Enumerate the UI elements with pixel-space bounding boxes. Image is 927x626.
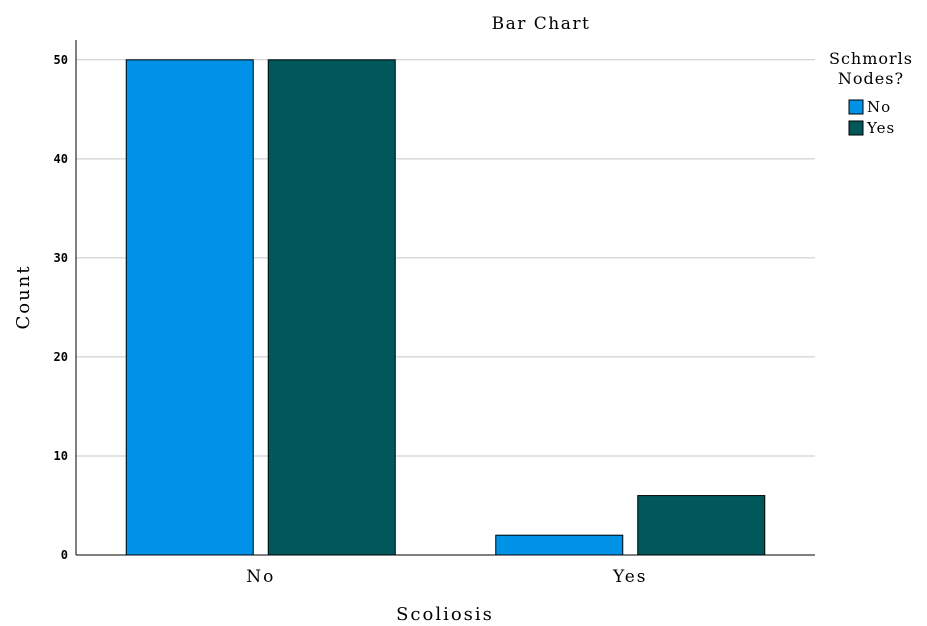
bar — [495, 534, 624, 556]
y-axis-title: Count — [13, 264, 34, 329]
legend-label: No — [867, 98, 891, 116]
bar — [637, 495, 766, 556]
y-tick-label: 40 — [54, 152, 68, 166]
legend-title-line-1: Schmorls — [829, 49, 913, 68]
legend-swatch — [848, 99, 864, 115]
y-tick-label: 50 — [54, 53, 68, 67]
x-category-labels: No Yes — [246, 567, 648, 587]
x-category-label: Yes — [612, 567, 648, 587]
legend-items: No Yes — [848, 98, 895, 137]
bar — [267, 59, 396, 556]
legend-swatch — [848, 120, 864, 136]
legend: Schmorls Nodes? No Yes — [829, 49, 913, 137]
y-tick-labels: 0 10 20 30 40 50 — [54, 53, 68, 562]
y-tick-label: 10 — [54, 449, 68, 463]
bar — [125, 59, 254, 556]
legend-label: Yes — [866, 119, 895, 137]
axes — [75, 40, 815, 556]
y-tick-label: 0 — [61, 548, 68, 562]
y-tick-label: 20 — [54, 350, 68, 364]
x-axis-title: Scoliosis — [396, 604, 494, 625]
chart-title: Bar Chart — [492, 14, 591, 34]
y-tick-label: 30 — [54, 251, 68, 265]
bars — [125, 59, 766, 556]
legend-title-line-2: Nodes? — [838, 69, 904, 88]
x-category-label: No — [246, 567, 275, 587]
